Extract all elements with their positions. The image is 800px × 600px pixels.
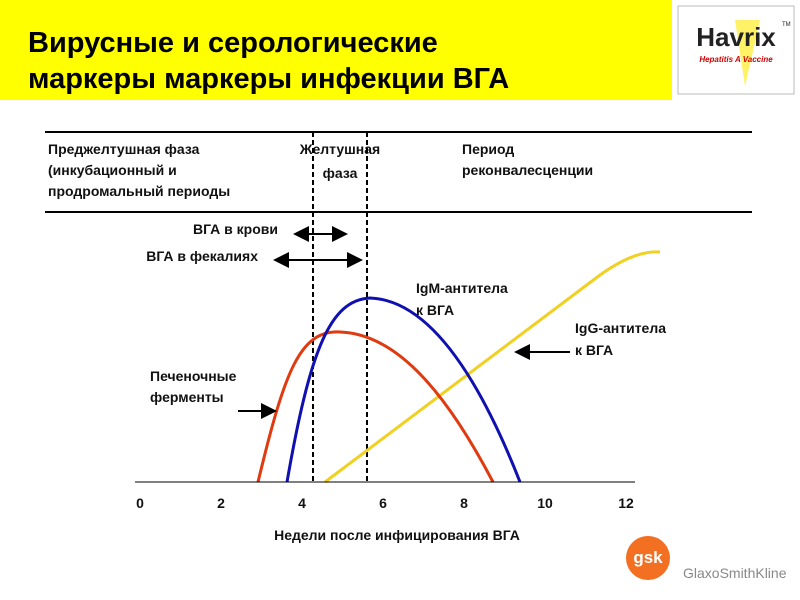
logo-tagline: Hepatitis A Vaccine xyxy=(699,55,773,64)
curve-label: IgM-антитела xyxy=(416,280,508,296)
curve-label: к ВГА xyxy=(416,302,454,318)
logo-tm: TM xyxy=(782,22,791,28)
gsk-logo: gsk GlaxoSmithKline xyxy=(626,536,787,581)
interval-label: ВГА в фекалиях xyxy=(146,248,258,264)
x-tick-label: 6 xyxy=(379,495,387,511)
logo-brand: Havrix xyxy=(696,22,776,52)
phase-label: Преджелтушная фаза xyxy=(48,141,200,157)
curve-label: к ВГА xyxy=(575,342,613,358)
title: маркеры маркеры инфекции ВГА xyxy=(28,63,509,95)
enzyme-curve xyxy=(256,330,495,483)
igm-curve xyxy=(285,296,522,483)
company-name: GlaxoSmithKline xyxy=(683,565,787,581)
x-tick-label: 12 xyxy=(618,495,634,511)
x-tick-label: 0 xyxy=(136,495,144,511)
curve-label: IgG-антитела xyxy=(575,320,666,336)
x-tick-label: 10 xyxy=(537,495,553,511)
x-tick-label: 4 xyxy=(298,495,306,511)
x-tick-label: 8 xyxy=(460,495,468,511)
phase-label: фаза xyxy=(323,165,358,181)
title: Вирусные и серологические xyxy=(28,27,438,59)
interval-label: ВГА в крови xyxy=(193,221,278,237)
x-ticks: 0 2 4 6 8 10 12 xyxy=(136,495,634,511)
phase-label: (инкубационный и xyxy=(48,162,177,178)
phase-label: Период xyxy=(462,141,514,157)
header-band xyxy=(0,0,672,100)
havrix-logo: Havrix TM Hepatitis A Vaccine xyxy=(677,5,795,95)
phase-label: Желтушная xyxy=(299,141,380,157)
curve-label: ферменты xyxy=(150,389,224,405)
gsk-mark: gsk xyxy=(633,548,663,567)
x-axis-label: Недели после инфицирования ВГА xyxy=(274,527,520,543)
phase-label: реконвалесценции xyxy=(462,162,593,178)
curve-label: Печеночные xyxy=(150,368,237,384)
phase-label: продромальный периоды xyxy=(48,183,230,199)
x-tick-label: 2 xyxy=(217,495,225,511)
igg-curve xyxy=(324,250,661,484)
